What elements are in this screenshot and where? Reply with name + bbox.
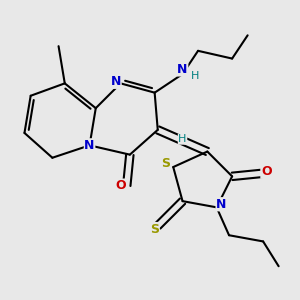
Text: O: O	[115, 179, 126, 192]
Text: O: O	[261, 165, 272, 178]
Text: N: N	[84, 139, 95, 152]
Text: H: H	[191, 70, 199, 81]
Text: N: N	[216, 198, 226, 211]
Text: H: H	[178, 134, 187, 144]
Text: S: S	[161, 158, 170, 170]
Text: S: S	[150, 223, 159, 236]
Text: N: N	[111, 75, 121, 88]
Text: N: N	[177, 63, 188, 76]
